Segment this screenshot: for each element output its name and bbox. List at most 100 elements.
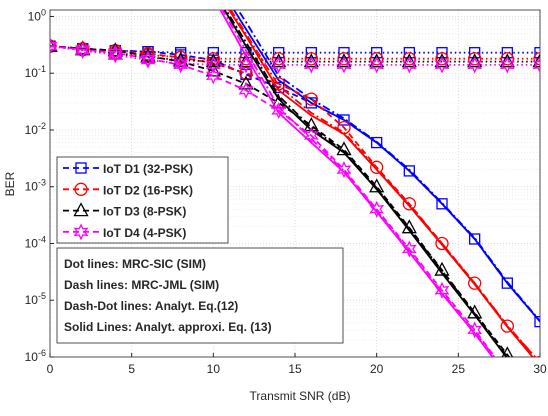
- marker: [238, 81, 254, 99]
- marker: [338, 114, 350, 126]
- marker: [534, 407, 546, 411]
- x-tick-label: 5: [128, 362, 135, 376]
- x-tick-label: 10: [207, 362, 221, 376]
- y-tick-label: 10-3: [25, 178, 46, 194]
- marker: [107, 46, 123, 64]
- curve-jml: [50, 45, 537, 357]
- marker: [370, 160, 384, 174]
- y-tick-label: 10-5: [25, 291, 46, 307]
- annotation: Solid Lines: Analyt. approxi. Eq. (13): [64, 320, 272, 334]
- marker: [469, 233, 481, 245]
- marker: [336, 53, 352, 68]
- y-tick-label: 100: [28, 7, 46, 23]
- marker: [205, 56, 221, 74]
- marker: [369, 53, 385, 68]
- marker: [205, 67, 221, 85]
- marker: [205, 62, 221, 77]
- marker: [336, 56, 352, 74]
- curve-approx: [223, 10, 508, 357]
- curve-approx: [232, 10, 540, 323]
- curve-sic: [50, 45, 540, 66]
- marker: [435, 236, 449, 251]
- x-tick-label: 15: [288, 362, 302, 376]
- marker: [500, 319, 514, 333]
- marker: [238, 75, 254, 90]
- marker: [501, 277, 513, 289]
- marker: [239, 52, 253, 66]
- marker: [532, 53, 540, 68]
- marker: [434, 56, 450, 74]
- marker: [304, 52, 318, 66]
- marker: [369, 56, 385, 74]
- legend-label: IoT D4 (4-PSK): [103, 226, 186, 240]
- marker: [271, 53, 287, 68]
- marker: [238, 56, 254, 74]
- marker: [467, 53, 483, 68]
- legend-label: IoT D3 (8-PSK): [103, 205, 186, 219]
- y-axis-label: BER: [3, 171, 17, 196]
- marker: [75, 162, 87, 174]
- y-tick-label: 10-2: [25, 121, 46, 137]
- plot-frame: [49, 9, 541, 358]
- annotation-box: [56, 247, 344, 344]
- marker: [534, 315, 540, 328]
- y-tick-label: 10-1: [25, 64, 46, 80]
- marker: [532, 56, 540, 74]
- marker: [533, 52, 540, 66]
- marker: [75, 41, 91, 59]
- marker: [73, 202, 89, 217]
- marker: [50, 37, 58, 55]
- y-tick-label: 10-4: [25, 234, 46, 250]
- marker: [501, 367, 513, 381]
- marker: [107, 44, 123, 62]
- marker: [499, 56, 515, 74]
- marker: [435, 52, 449, 66]
- marker: [468, 276, 482, 290]
- x-tick-label: 30: [533, 362, 547, 376]
- marker: [500, 52, 514, 66]
- x-tick-label: 20: [370, 362, 384, 376]
- marker: [434, 53, 450, 68]
- curve-jml: [50, 45, 496, 357]
- marker: [205, 53, 221, 68]
- marker: [304, 92, 318, 106]
- marker: [173, 56, 189, 74]
- marker: [74, 182, 88, 196]
- plot-area: [50, 10, 547, 411]
- marker: [468, 52, 482, 66]
- curve-approx: [228, 10, 534, 357]
- marker: [499, 53, 515, 68]
- marker: [436, 198, 448, 210]
- marker: [303, 53, 319, 68]
- legend-label: IoT D1 (32-PSK): [103, 162, 193, 176]
- marker: [173, 54, 189, 72]
- marker: [371, 136, 383, 149]
- marker: [534, 47, 540, 59]
- marker: [336, 141, 352, 156]
- marker: [401, 53, 417, 68]
- legend-label: IoT D2 (16-PSK): [103, 183, 193, 197]
- marker: [271, 101, 287, 120]
- marker: [50, 37, 58, 52]
- annotation: Dash lines: MRC-JML (SIM): [64, 278, 219, 292]
- y-tick-label: 10-6: [25, 348, 46, 364]
- annotation: Dash-Dot lines: Analyt. Eq.(12): [64, 299, 238, 313]
- marker: [534, 390, 547, 402]
- marker: [467, 56, 483, 74]
- marker: [401, 56, 417, 74]
- x-tick-label: 0: [47, 362, 54, 376]
- marker: [271, 56, 287, 74]
- marker: [402, 197, 416, 211]
- marker: [303, 56, 319, 74]
- curve-approx: [219, 10, 494, 357]
- marker: [73, 223, 89, 241]
- marker: [337, 52, 351, 66]
- marker: [173, 53, 189, 68]
- x-tick-label: 25: [452, 362, 466, 376]
- marker: [370, 52, 384, 66]
- marker: [140, 50, 156, 68]
- x-axis-label: Transmit SNR (dB): [250, 389, 351, 403]
- annotation: Dot lines: MRC-SIC (SIM): [64, 257, 206, 271]
- marker: [403, 165, 415, 177]
